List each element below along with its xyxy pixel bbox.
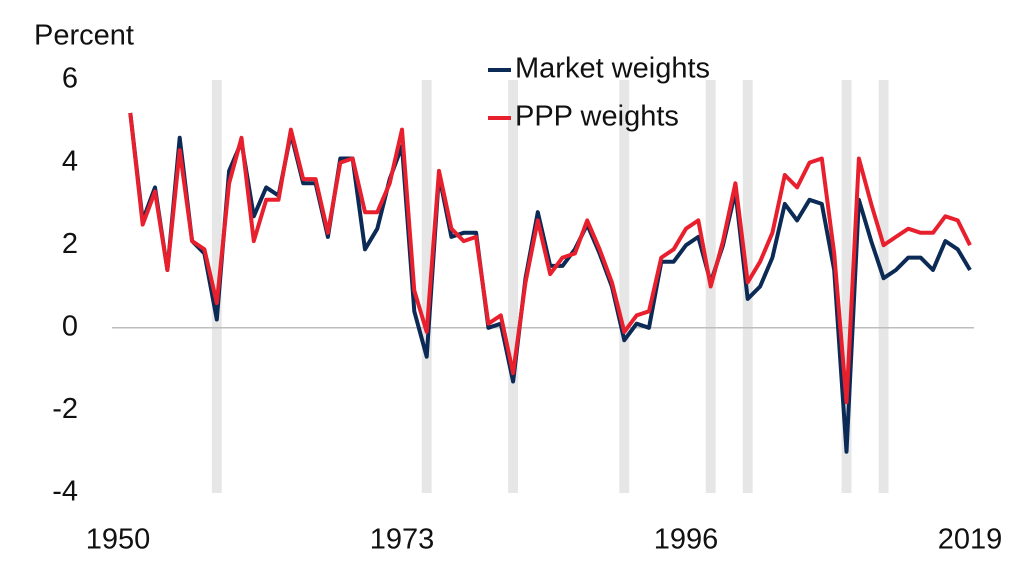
y-tick-label: -4 [52, 476, 78, 508]
shaded-band [508, 80, 519, 493]
y-tick-label: 6 [62, 63, 78, 95]
x-tick-label: 1996 [654, 524, 719, 556]
series-line [128, 112, 972, 405]
y-tick-label: 4 [62, 145, 78, 177]
legend-label: PPP weights [515, 101, 679, 133]
shaded-band [421, 80, 432, 493]
y-tick-label: 2 [62, 228, 78, 260]
x-tick-label: 2019 [938, 524, 1003, 556]
shaded-band [619, 80, 630, 493]
shaded-band [841, 80, 852, 493]
x-tick-label: 1973 [370, 524, 435, 556]
y-tick-label: -2 [52, 393, 78, 425]
y-axis-label: Percent [34, 20, 134, 52]
legend-label: Market weights [515, 53, 710, 85]
shaded-band [878, 80, 889, 493]
x-tick-label: 1950 [86, 524, 151, 556]
y-tick-label: 0 [62, 310, 78, 342]
